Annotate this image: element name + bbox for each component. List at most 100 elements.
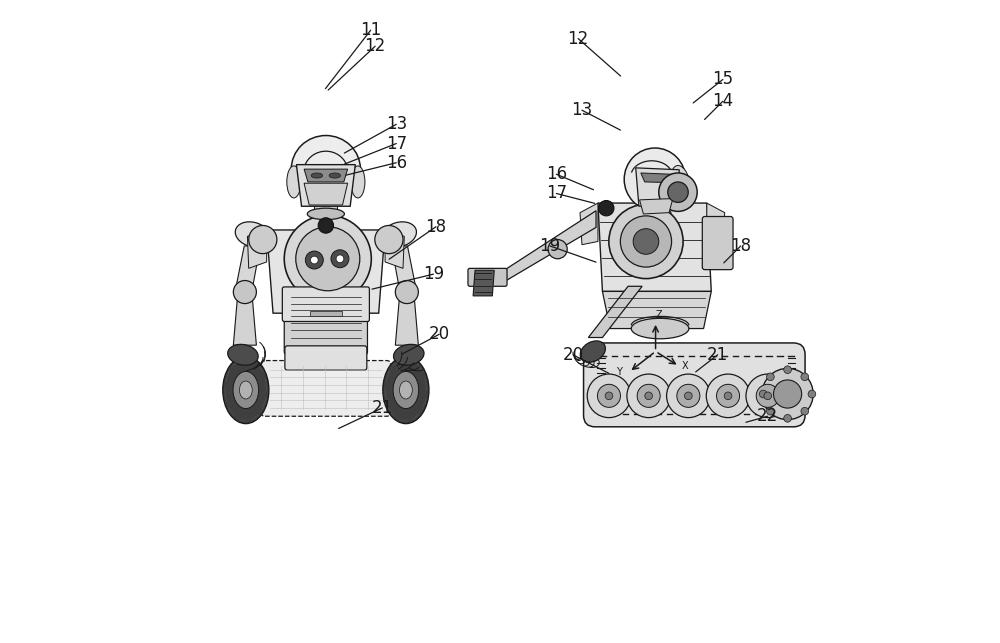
Circle shape xyxy=(746,374,790,417)
FancyArrowPatch shape xyxy=(417,364,423,372)
Circle shape xyxy=(395,280,418,303)
FancyArrowPatch shape xyxy=(262,398,266,409)
Circle shape xyxy=(774,380,802,408)
Text: 18: 18 xyxy=(730,237,751,255)
FancyArrowPatch shape xyxy=(385,389,386,401)
Circle shape xyxy=(620,216,672,267)
Ellipse shape xyxy=(399,381,412,399)
Polygon shape xyxy=(636,168,679,206)
FancyArrowPatch shape xyxy=(405,359,412,360)
Ellipse shape xyxy=(223,356,269,424)
Ellipse shape xyxy=(329,173,341,178)
Circle shape xyxy=(759,390,767,398)
Ellipse shape xyxy=(671,165,691,203)
Circle shape xyxy=(233,280,256,303)
Circle shape xyxy=(609,204,683,278)
Circle shape xyxy=(717,385,740,408)
Circle shape xyxy=(331,249,349,267)
Text: 17: 17 xyxy=(546,185,567,203)
FancyArrowPatch shape xyxy=(399,420,407,421)
FancyBboxPatch shape xyxy=(584,343,805,427)
Text: X: X xyxy=(682,361,689,371)
Ellipse shape xyxy=(394,345,424,365)
Text: 13: 13 xyxy=(571,101,593,119)
Text: 19: 19 xyxy=(423,265,444,283)
Text: 16: 16 xyxy=(546,165,567,183)
Polygon shape xyxy=(473,270,494,296)
Circle shape xyxy=(767,408,774,415)
FancyArrowPatch shape xyxy=(389,408,395,416)
Circle shape xyxy=(762,368,813,420)
Circle shape xyxy=(249,226,277,253)
Circle shape xyxy=(668,182,688,203)
Text: 20: 20 xyxy=(429,325,450,343)
Text: 22: 22 xyxy=(757,407,778,425)
Text: 15: 15 xyxy=(712,71,733,89)
Text: Y: Y xyxy=(616,367,622,377)
Circle shape xyxy=(756,385,779,408)
Circle shape xyxy=(784,366,791,374)
FancyBboxPatch shape xyxy=(284,311,367,355)
Circle shape xyxy=(336,255,344,262)
FancyBboxPatch shape xyxy=(641,211,671,234)
Circle shape xyxy=(587,374,631,417)
Bar xyxy=(310,311,342,316)
Ellipse shape xyxy=(235,222,270,247)
Circle shape xyxy=(767,373,774,381)
Circle shape xyxy=(605,392,613,400)
Text: 12: 12 xyxy=(567,30,589,48)
FancyArrowPatch shape xyxy=(265,379,267,391)
Circle shape xyxy=(318,218,334,233)
Circle shape xyxy=(659,173,697,212)
FancyArrowPatch shape xyxy=(239,420,247,421)
FancyBboxPatch shape xyxy=(468,268,507,286)
FancyArrowPatch shape xyxy=(393,360,400,365)
Circle shape xyxy=(627,374,670,417)
Circle shape xyxy=(685,392,692,400)
Circle shape xyxy=(801,373,809,381)
Circle shape xyxy=(801,408,809,415)
FancyBboxPatch shape xyxy=(285,346,367,370)
Polygon shape xyxy=(395,300,418,345)
Text: 19: 19 xyxy=(539,237,560,255)
Circle shape xyxy=(548,240,567,258)
Text: 16: 16 xyxy=(386,154,407,172)
Ellipse shape xyxy=(631,318,689,339)
FancyArrowPatch shape xyxy=(425,379,427,391)
Text: 17: 17 xyxy=(386,134,407,152)
Polygon shape xyxy=(385,230,404,268)
Bar xyxy=(314,205,337,223)
Polygon shape xyxy=(391,246,416,287)
Text: 13: 13 xyxy=(386,115,407,133)
Ellipse shape xyxy=(239,381,252,399)
Ellipse shape xyxy=(307,208,344,220)
Text: 14: 14 xyxy=(712,92,733,110)
Polygon shape xyxy=(602,291,711,329)
Circle shape xyxy=(677,385,700,408)
Polygon shape xyxy=(598,203,711,291)
FancyArrowPatch shape xyxy=(257,364,263,372)
FancyArrowPatch shape xyxy=(229,408,235,416)
Polygon shape xyxy=(304,183,348,205)
Circle shape xyxy=(284,215,371,302)
Circle shape xyxy=(808,390,816,398)
Ellipse shape xyxy=(351,166,365,198)
Circle shape xyxy=(645,392,653,400)
Polygon shape xyxy=(247,230,267,268)
Ellipse shape xyxy=(624,148,686,211)
Polygon shape xyxy=(296,165,355,206)
FancyArrowPatch shape xyxy=(233,360,240,365)
Ellipse shape xyxy=(382,222,416,247)
Circle shape xyxy=(599,201,614,216)
Polygon shape xyxy=(304,169,348,182)
Polygon shape xyxy=(267,230,385,313)
Circle shape xyxy=(310,256,318,264)
Polygon shape xyxy=(233,300,256,345)
FancyArrowPatch shape xyxy=(422,398,426,409)
Circle shape xyxy=(305,251,323,269)
Ellipse shape xyxy=(233,372,259,408)
Polygon shape xyxy=(580,203,598,245)
FancyBboxPatch shape xyxy=(702,217,733,269)
Circle shape xyxy=(706,374,750,417)
Polygon shape xyxy=(640,199,673,214)
